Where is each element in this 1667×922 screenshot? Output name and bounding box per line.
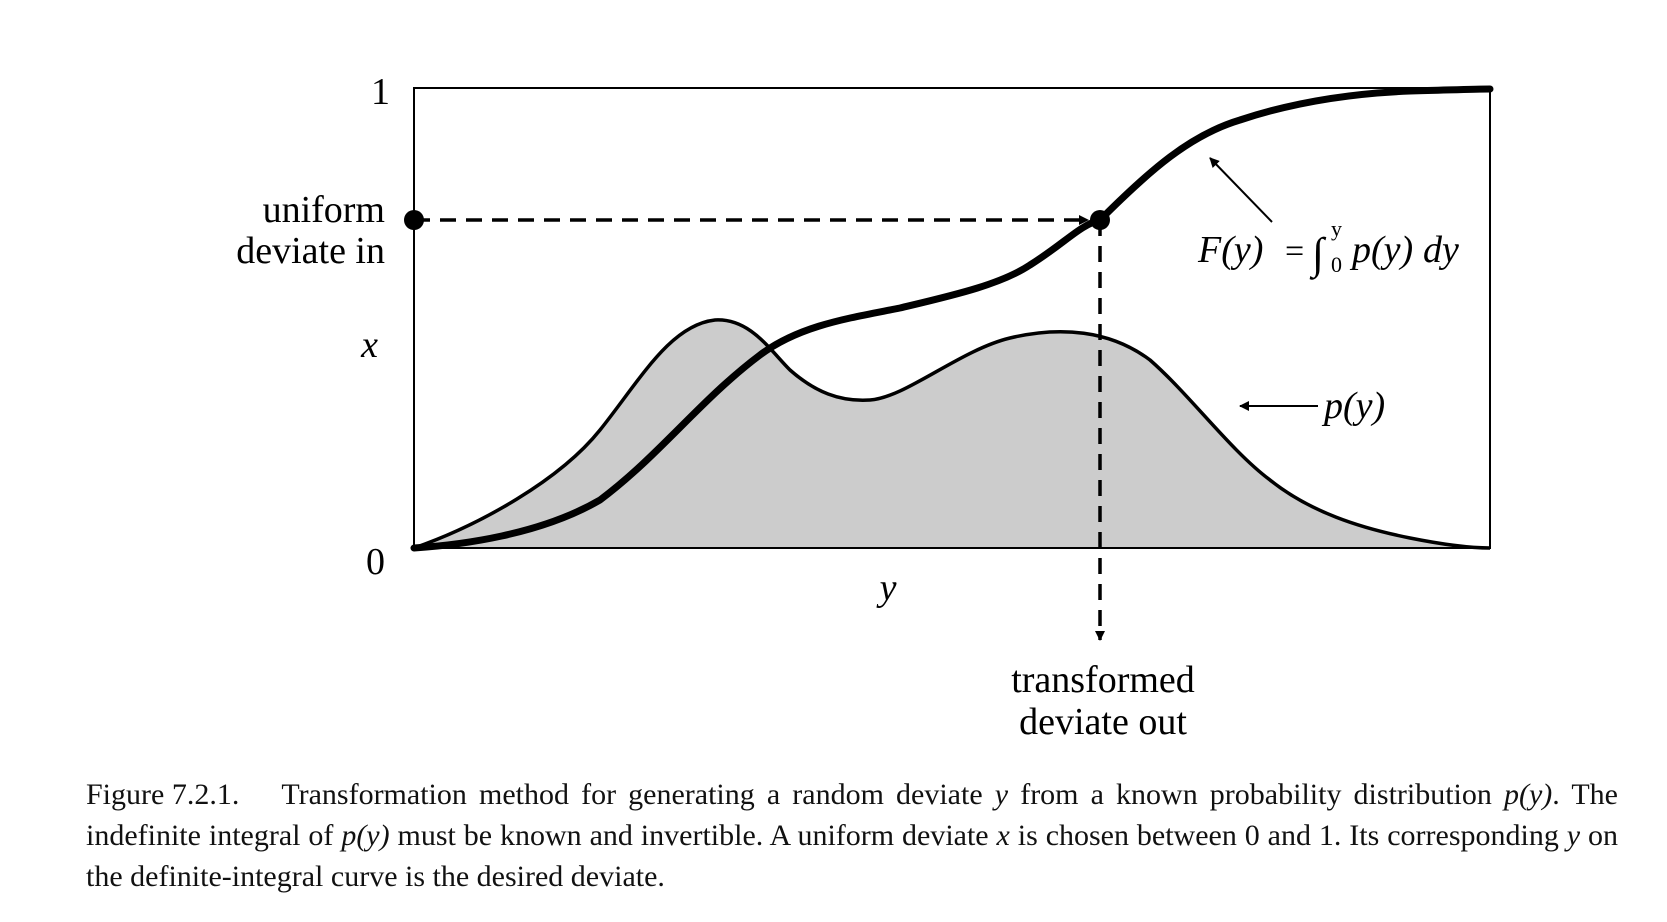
caption-var-x: x	[996, 819, 1010, 852]
caption-seg1: Transformation method for generating a r…	[281, 778, 995, 811]
left-label-line1: uniform	[263, 189, 385, 231]
pdf-fill	[414, 319, 1490, 548]
pdf-curve	[413, 318, 1491, 550]
intersection-dot	[1090, 210, 1110, 230]
cdf-label-lower: 0	[1331, 252, 1342, 277]
bottom-label-line2: deviate out	[1019, 701, 1187, 743]
figure-caption: Figure 7.2.1. Transformation method for g…	[86, 774, 1618, 897]
cdf-label: F(y) = ∫ y 0 p(y) dy	[1197, 216, 1459, 280]
caption-var-y-2: y	[1566, 819, 1581, 852]
caption-seg6: on the definite-integral curve is the de…	[86, 819, 1619, 893]
caption-var-y: y	[994, 778, 1009, 811]
cdf-pointer-arrow	[1209, 157, 1273, 223]
y-tick-top: 1	[371, 71, 390, 113]
caption-text: Figure 7.2.1. Transformation method for g…	[86, 774, 1618, 897]
left-label-var: x	[360, 324, 378, 366]
pdf-label: p(y)	[1321, 385, 1385, 427]
cdf-label-eq: =	[1285, 233, 1304, 270]
bottom-label-line1: transformed	[1011, 659, 1195, 701]
caption-seg5: is chosen between 0 and 1. Its correspon…	[1009, 819, 1567, 852]
cdf-label-upper: y	[1331, 216, 1342, 241]
cdf-label-dy: dy	[1423, 229, 1459, 271]
caption-var-py-2: p(y)	[341, 819, 390, 852]
cdf-curve	[410, 85, 1494, 552]
cdf-label-F: F(y)	[1197, 229, 1263, 271]
plot-frame	[413, 87, 1491, 549]
x-var-label: y	[876, 567, 897, 609]
caption-seg2: from a known probability distribution	[1008, 778, 1504, 811]
cdf-label-integral: ∫	[1309, 229, 1327, 280]
caption-label: Figure 7.2.1.	[86, 778, 240, 811]
caption-seg4: must be known and invertible. A uniform …	[389, 819, 997, 852]
y-tick-bottom: 0	[366, 541, 385, 583]
caption-seg3: . The indefinite integral of	[86, 778, 1618, 852]
caption-var-py: p(y)	[1504, 778, 1553, 811]
start-dot	[404, 210, 424, 230]
left-label-line2: deviate in	[236, 230, 385, 272]
cdf-label-py: p(y)	[1349, 229, 1413, 271]
